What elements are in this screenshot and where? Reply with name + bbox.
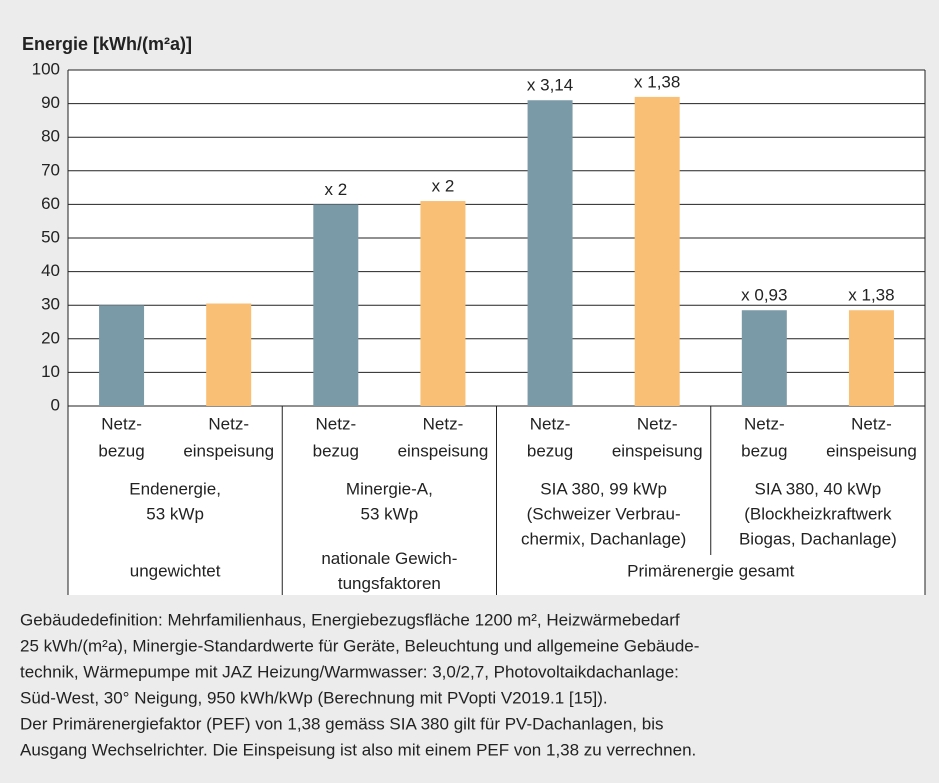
y-tick-label: 40 <box>41 261 60 280</box>
series-label: Netz- <box>316 414 357 433</box>
value-label: x 1,38 <box>848 286 894 305</box>
series-label: einspeisung <box>398 441 489 460</box>
chart-title: Energie [kWh/(m²a)] <box>22 34 192 54</box>
group-label: Biogas, Dachanlage) <box>739 529 897 548</box>
footnote-line: Gebäudedefinition: Mehrfamilienhaus, Ene… <box>20 610 680 629</box>
series-label: einspeisung <box>826 441 917 460</box>
series-label: Netz- <box>637 414 678 433</box>
bar <box>527 100 573 407</box>
series-label: bezug <box>98 441 144 460</box>
value-label: x 3,14 <box>527 76 573 95</box>
group-label: chermix, Dachanlage) <box>521 529 686 548</box>
group-label: 53 kWp <box>146 504 204 523</box>
bar <box>420 201 466 406</box>
y-tick-label: 20 <box>41 328 60 347</box>
series-label: einspeisung <box>612 441 703 460</box>
series-label: Netz- <box>530 414 571 433</box>
y-tick-label: 30 <box>41 295 60 314</box>
group-label: Endenergie, <box>129 479 221 498</box>
bar <box>313 204 359 406</box>
y-tick-label: 10 <box>41 362 60 381</box>
group-label: Minergie-A, <box>346 479 433 498</box>
section-label: tungsfaktoren <box>338 574 441 593</box>
group-label: SIA 380, 40 kWp <box>755 479 882 498</box>
series-label: Netz- <box>744 414 785 433</box>
value-label: x 0,93 <box>741 286 787 305</box>
bar <box>206 303 252 406</box>
bar <box>99 305 145 406</box>
footnote-line: Ausgang Wechselrichter. Die Einspeisung … <box>20 740 696 759</box>
footnote-line: 25 kWh/(m²a), Minergie-Standardwerte für… <box>20 636 699 655</box>
series-label: bezug <box>741 441 787 460</box>
y-tick-label: 50 <box>41 227 60 246</box>
value-label: x 2 <box>432 177 455 196</box>
series-label: Netz- <box>208 414 249 433</box>
group-label: (Schweizer Verbrau- <box>527 504 681 523</box>
series-label: Netz- <box>101 414 142 433</box>
series-label: Netz- <box>851 414 892 433</box>
y-tick-label: 70 <box>41 160 60 179</box>
y-tick-label: 100 <box>32 59 60 78</box>
section-label: ungewichtet <box>130 561 221 580</box>
group-label: 53 kWp <box>361 504 419 523</box>
group-label: (Blockheizkraftwerk <box>744 504 892 523</box>
footnote-line: Süd-West, 30° Neigung, 950 kWh/kWp (Bere… <box>20 688 608 707</box>
series-label: bezug <box>527 441 573 460</box>
group-label: SIA 380, 99 kWp <box>540 479 667 498</box>
y-tick-label: 0 <box>51 395 60 414</box>
series-label: bezug <box>313 441 359 460</box>
section-label: Primärenergie gesamt <box>627 561 795 580</box>
footnote-line: technik, Wärmepumpe mit JAZ Heizung/Warm… <box>20 662 679 681</box>
y-tick-label: 90 <box>41 93 60 112</box>
y-tick-label: 80 <box>41 127 60 146</box>
series-label: einspeisung <box>183 441 274 460</box>
section-label: nationale Gewich- <box>321 549 457 568</box>
bar <box>741 310 787 406</box>
bar <box>634 96 680 406</box>
y-tick-label: 60 <box>41 194 60 213</box>
footnote-line: Der Primärenergiefaktor (PEF) von 1,38 g… <box>20 714 663 733</box>
series-label: Netz- <box>423 414 464 433</box>
value-label: x 1,38 <box>634 72 680 91</box>
value-label: x 2 <box>324 180 347 199</box>
bar <box>848 310 894 406</box>
